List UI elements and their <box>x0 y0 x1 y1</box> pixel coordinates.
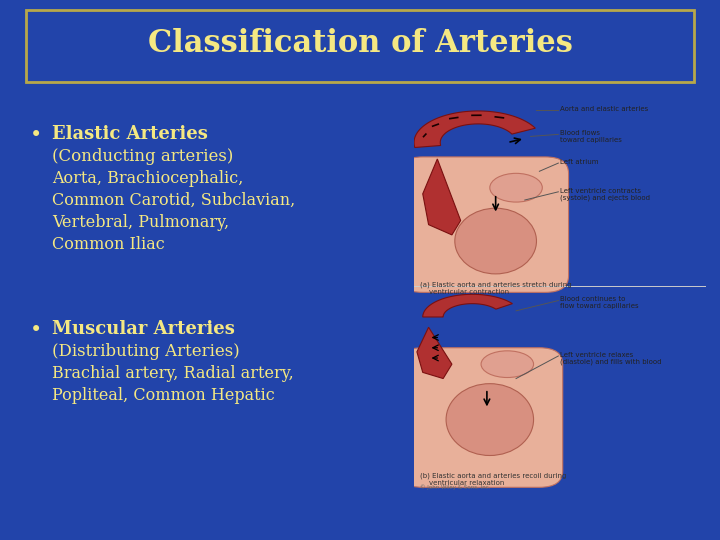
Text: (a) Elastic aorta and arteries stretch during
    ventricular contraction: (a) Elastic aorta and arteries stretch d… <box>420 281 572 295</box>
FancyBboxPatch shape <box>400 157 569 292</box>
Text: •: • <box>30 320 42 340</box>
Text: (b) Elastic aorta and arteries recoil during
    ventricular relaxation: (b) Elastic aorta and arteries recoil du… <box>420 473 566 487</box>
Text: Aorta, Brachiocephalic,: Aorta, Brachiocephalic, <box>52 170 243 187</box>
Text: Left ventricle relaxes
(diastole) and fills with blood: Left ventricle relaxes (diastole) and fi… <box>560 352 661 366</box>
Polygon shape <box>423 159 461 235</box>
Polygon shape <box>414 111 535 147</box>
Ellipse shape <box>490 173 542 202</box>
Ellipse shape <box>455 208 536 274</box>
Text: Popliteal, Common Hepatic: Popliteal, Common Hepatic <box>52 387 275 404</box>
Ellipse shape <box>481 351 534 377</box>
Text: Common Carotid, Subclavian,: Common Carotid, Subclavian, <box>52 192 295 209</box>
Text: © John Wiley & Sons, Inc.: © John Wiley & Sons, Inc. <box>420 485 490 490</box>
Ellipse shape <box>446 383 534 456</box>
FancyBboxPatch shape <box>26 10 694 82</box>
Text: Vertebral, Pulmonary,: Vertebral, Pulmonary, <box>52 214 229 231</box>
Text: •: • <box>30 125 42 145</box>
Text: Left ventricle contracts
(systole) and ejects blood: Left ventricle contracts (systole) and e… <box>560 188 649 201</box>
Text: Aorta and elastic arteries: Aorta and elastic arteries <box>560 106 648 112</box>
Text: (Distributing Arteries): (Distributing Arteries) <box>52 343 240 360</box>
Text: Common Iliac: Common Iliac <box>52 236 165 253</box>
Text: Blood flows
toward capillaries: Blood flows toward capillaries <box>560 130 621 143</box>
Text: Left atrium: Left atrium <box>560 159 598 165</box>
Text: Muscular Arteries: Muscular Arteries <box>52 320 235 338</box>
Text: Elastic Arteries: Elastic Arteries <box>52 125 208 143</box>
Text: Blood continues to
flow toward capillaries: Blood continues to flow toward capillari… <box>560 296 639 309</box>
FancyBboxPatch shape <box>400 348 563 487</box>
Text: (Conducting arteries): (Conducting arteries) <box>52 148 233 165</box>
Polygon shape <box>423 294 513 317</box>
Text: Classification of Arteries: Classification of Arteries <box>148 29 572 59</box>
Text: Brachial artery, Radial artery,: Brachial artery, Radial artery, <box>52 365 294 382</box>
Polygon shape <box>417 327 452 379</box>
